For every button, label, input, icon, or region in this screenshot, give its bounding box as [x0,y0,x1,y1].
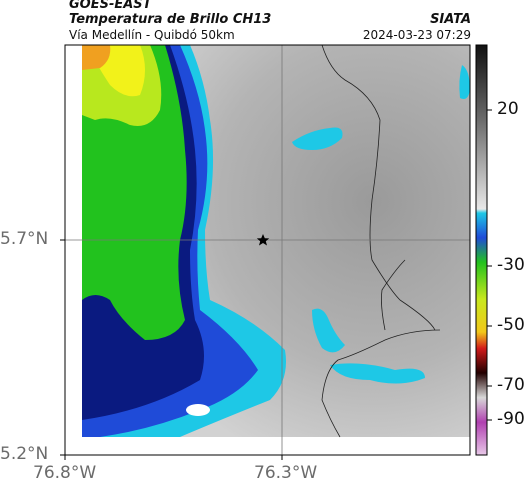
lat-tick-label: 5.7°N [0,229,49,249]
admin-border-south [321,329,441,438]
cloud-field [65,45,470,455]
colorbar-tick-label: -70 [497,375,525,395]
cloud-patch-north [292,127,343,150]
cloud-gap [186,404,210,416]
organization-label: SIATA [430,12,471,27]
colorbar [475,44,488,456]
admin-border-inner [381,259,406,331]
timestamp: 2024-03-23 07:29 [362,28,471,42]
lon-tick-label: 76.8°W [33,463,97,483]
lon-tick-label: 76.3°W [254,463,318,483]
cloud-patch-edge [459,65,470,99]
star-icon [256,234,270,246]
cloud-patch-east [330,363,425,384]
admin-border-east [321,45,436,331]
colorbar-tick-label: -50 [497,315,525,335]
cold-cloud-green [82,45,187,340]
plot-frame [64,44,471,456]
satellite-name: GOES-EAST [69,0,152,12]
colorbar-tick-label: -90 [497,409,525,429]
colorbar-tick-label: 20 [497,99,519,119]
cloud-patch-south [312,308,345,353]
colorbar-tick-label: -30 [497,255,525,275]
lat-tick-label: 5.2°N [0,444,49,464]
product-title: Temperatura de Brillo CH13 [69,12,272,27]
region-label: Vía Medellín - Quibdó 50km [69,28,235,42]
cold-cloud-orange [82,45,111,70]
